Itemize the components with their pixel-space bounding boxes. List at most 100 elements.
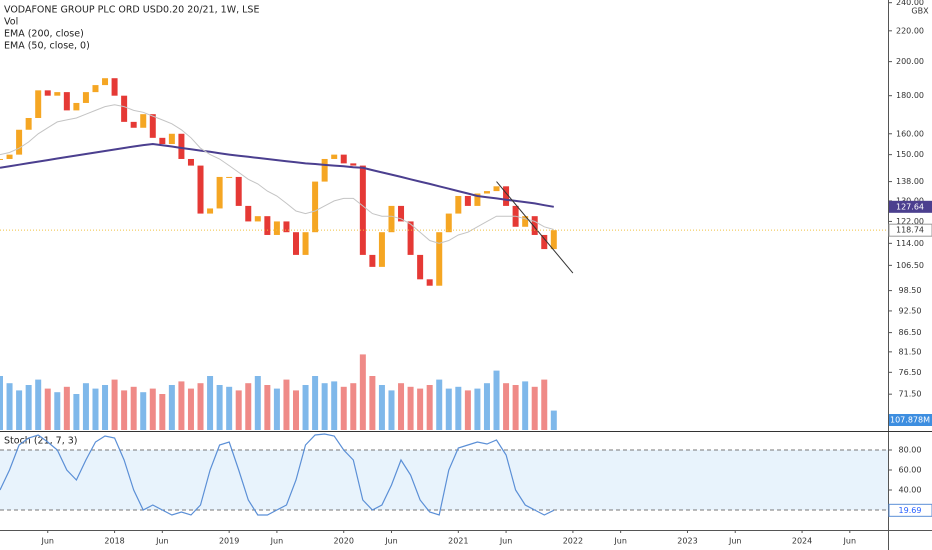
stoch-badge: 19.69 <box>899 506 922 515</box>
volume-bar <box>493 370 500 430</box>
volume-bar <box>264 385 271 430</box>
volume-bar <box>426 385 433 430</box>
ema200-badge-bg <box>889 200 932 213</box>
candle <box>168 133 175 145</box>
volume-bar <box>149 388 156 430</box>
ema-line <box>0 142 554 208</box>
y-tick-label: 122.00 <box>896 217 924 226</box>
volume-bar <box>54 392 61 430</box>
volume-bar <box>111 379 118 430</box>
volume-bar <box>455 386 462 430</box>
candle <box>73 102 80 111</box>
volume-bar <box>359 354 366 430</box>
y-tick-label: 106.50 <box>896 261 924 270</box>
candle <box>44 90 51 96</box>
volume-bar <box>531 386 538 430</box>
trendline <box>496 181 574 274</box>
candle <box>388 205 395 233</box>
candle <box>149 114 156 138</box>
volume-bar <box>388 390 395 430</box>
legend-volume: Vol <box>4 17 18 28</box>
candle <box>302 232 309 255</box>
candle <box>121 95 128 122</box>
volume-bar <box>550 410 557 430</box>
candle <box>197 165 204 214</box>
y-tick-label: 114.00 <box>896 239 924 248</box>
candle <box>321 158 328 182</box>
volume-bar <box>445 388 452 430</box>
volume-bar <box>464 390 471 430</box>
x-tick-label: 2023 <box>677 537 697 546</box>
volume-bar <box>44 388 51 430</box>
candle <box>426 279 433 286</box>
candle <box>293 232 299 255</box>
candle <box>445 213 452 233</box>
volume-bar <box>178 381 185 430</box>
volume-bar <box>82 383 89 430</box>
x-tick-label: Jun <box>384 537 398 546</box>
volume-bar <box>0 376 3 430</box>
x-tick-label: 2024 <box>792 537 812 546</box>
candle <box>54 92 61 96</box>
candle <box>207 208 214 214</box>
candle <box>398 205 405 222</box>
volume-bar <box>102 385 109 430</box>
volume-bar <box>483 383 490 430</box>
candle <box>245 205 252 222</box>
candle <box>0 158 3 160</box>
volume-bar <box>293 390 299 430</box>
volume-bar <box>522 381 529 430</box>
volume-bar <box>541 379 548 430</box>
y-tick-label: 240.00 <box>896 0 924 7</box>
volume-bar <box>140 392 147 430</box>
volume-bar <box>474 388 481 430</box>
candle <box>226 176 233 178</box>
x-tick-label: Jun <box>499 537 513 546</box>
candle <box>455 195 462 214</box>
volume-bar <box>417 388 424 430</box>
candle <box>6 154 13 159</box>
candle <box>464 195 471 206</box>
stoch-tick-label: 80.00 <box>899 446 922 455</box>
y-tick-label: 200.00 <box>896 57 924 66</box>
y-tick-label: 76.50 <box>899 368 922 377</box>
volume-bar <box>254 376 261 430</box>
volume-bar <box>92 388 99 430</box>
candle <box>187 158 194 166</box>
volume-bar <box>187 388 194 430</box>
volume-bar <box>197 383 204 430</box>
y-tick-label: 180.00 <box>896 91 924 100</box>
x-tick-label: Jun <box>843 537 857 546</box>
stoch-tick-label: 60.00 <box>899 466 922 475</box>
y-tick-label: 220.00 <box>896 26 924 35</box>
candle <box>92 85 99 93</box>
volume-bar <box>73 394 80 430</box>
volume-bar <box>503 383 510 430</box>
ema200-badge: 127.64 <box>896 202 924 211</box>
candle <box>178 133 185 159</box>
legend-ema50: EMA (50, close, 0) <box>4 41 90 52</box>
candle <box>340 154 347 164</box>
candle <box>102 78 109 86</box>
y-tick-label: 71.50 <box>899 390 922 399</box>
x-tick-label: Jun <box>613 537 627 546</box>
volume-bar <box>25 385 32 430</box>
currency-label: GBX <box>911 7 929 16</box>
volume-bar <box>321 383 328 430</box>
candle <box>359 165 366 255</box>
candle <box>493 186 500 192</box>
x-tick-label: Jun <box>40 537 54 546</box>
candle <box>378 232 385 267</box>
legend-stoch: Stoch (21, 7, 3) <box>4 436 78 447</box>
volume-bar <box>159 394 166 430</box>
candle <box>16 129 23 155</box>
volume-bar <box>283 379 290 430</box>
chart-title: VODAFONE GROUP PLC ORD USD0.20 20/21, 1W… <box>4 5 259 16</box>
candle <box>522 216 529 227</box>
candle <box>369 254 376 267</box>
x-tick-label: 2018 <box>104 537 124 546</box>
candle <box>531 216 538 235</box>
candle <box>312 181 319 233</box>
